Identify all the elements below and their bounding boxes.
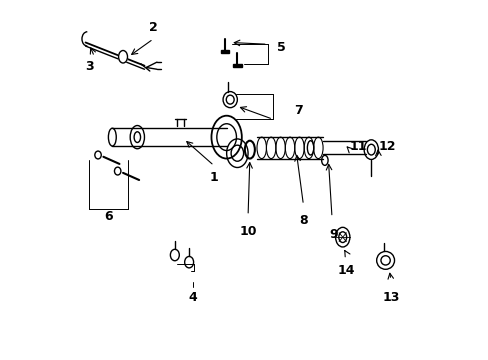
Text: 3: 3 [84, 60, 93, 73]
Text: 5: 5 [276, 41, 285, 54]
Text: 1: 1 [209, 171, 218, 184]
Text: 7: 7 [293, 104, 302, 117]
Text: 11: 11 [349, 140, 366, 153]
Bar [220, 50, 229, 53]
Text: 9: 9 [329, 228, 337, 241]
Text: 14: 14 [337, 264, 354, 277]
Text: 10: 10 [239, 225, 256, 238]
Text: 12: 12 [378, 140, 395, 153]
Bar [233, 64, 241, 67]
Ellipse shape [118, 50, 127, 63]
Text: 8: 8 [299, 214, 307, 227]
Text: 2: 2 [149, 21, 158, 33]
Text: 13: 13 [382, 291, 399, 304]
Text: 6: 6 [104, 210, 113, 223]
Text: 4: 4 [188, 291, 197, 304]
